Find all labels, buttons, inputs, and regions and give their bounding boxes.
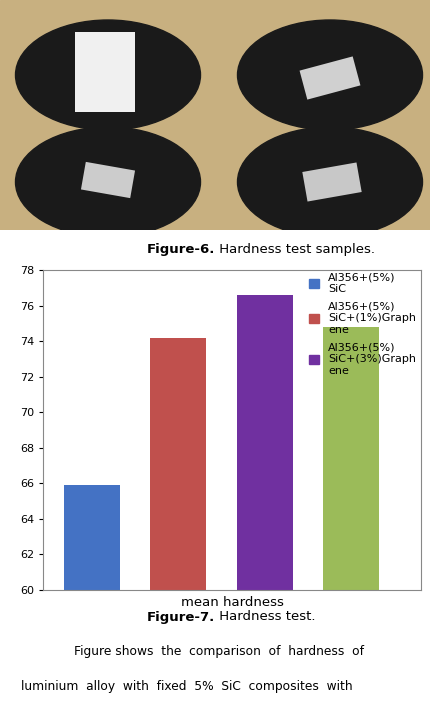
- Text: Figure shows  the  comparison  of  hardness  of: Figure shows the comparison of hardness …: [74, 645, 364, 658]
- Text: Figure-6.: Figure-6.: [147, 243, 215, 256]
- Bar: [64, 485, 120, 704]
- X-axis label: mean hardness: mean hardness: [181, 596, 284, 608]
- Text: Figure-7.: Figure-7.: [147, 610, 215, 624]
- Ellipse shape: [237, 20, 423, 130]
- Text: Hardness test samples.: Hardness test samples.: [215, 243, 375, 256]
- Legend: Al356+(5%)
SiC, Al356+(5%)
SiC+(1%)Graph
ene, Al356+(5%)
SiC+(3%)Graph
ene: Al356+(5%) SiC, Al356+(5%) SiC+(1%)Graph…: [306, 269, 420, 379]
- Text: luminium  alloy  with  fixed  5%  SiC  composites  with: luminium alloy with fixed 5% SiC composi…: [21, 680, 353, 693]
- Text: Hardness test.: Hardness test.: [215, 610, 316, 624]
- Bar: [323, 327, 379, 704]
- Ellipse shape: [237, 127, 423, 237]
- Ellipse shape: [15, 127, 200, 237]
- FancyBboxPatch shape: [300, 56, 360, 99]
- Bar: [150, 337, 206, 704]
- FancyBboxPatch shape: [75, 32, 135, 112]
- FancyBboxPatch shape: [81, 162, 135, 198]
- Ellipse shape: [15, 20, 200, 130]
- FancyBboxPatch shape: [302, 163, 362, 201]
- Bar: [237, 295, 293, 704]
